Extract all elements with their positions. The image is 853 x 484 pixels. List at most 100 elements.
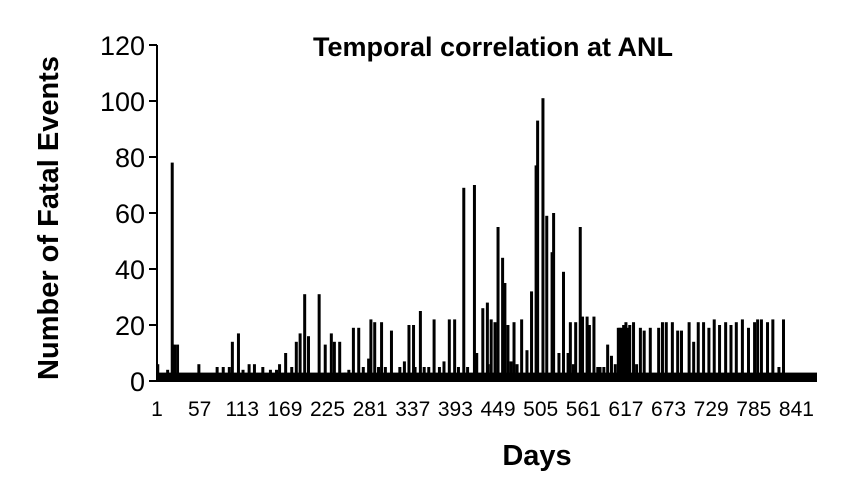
- bar: [771, 319, 775, 381]
- bar: [692, 341, 696, 381]
- x-tick-label: 169: [267, 398, 302, 421]
- bar: [481, 308, 485, 381]
- bar: [170, 162, 174, 381]
- bar: [598, 367, 602, 381]
- bar: [625, 327, 629, 381]
- bars: [156, 98, 817, 381]
- bar: [632, 322, 636, 381]
- bar: [303, 294, 307, 381]
- bar: [383, 367, 387, 381]
- bar: [777, 367, 781, 381]
- bar: [247, 364, 251, 381]
- bar: [413, 367, 417, 381]
- bar: [622, 325, 626, 381]
- bar: [261, 367, 265, 381]
- bar: [718, 325, 722, 381]
- bar: [520, 319, 524, 381]
- bar: [294, 341, 298, 381]
- bar: [402, 361, 406, 381]
- bar: [729, 325, 733, 381]
- bar: [657, 327, 661, 381]
- bar: [545, 215, 549, 381]
- y-tick-label: 80: [115, 143, 145, 173]
- bar: [602, 367, 606, 381]
- y-axis-label: Number of Fatal Events: [33, 56, 65, 380]
- x-tick-label: 785: [736, 398, 771, 421]
- bar: [616, 327, 620, 381]
- bar: [756, 319, 760, 381]
- bar: [347, 369, 351, 381]
- bar: [317, 294, 321, 381]
- bar: [515, 364, 519, 381]
- bar: [432, 319, 436, 381]
- bar: [486, 364, 490, 381]
- bar: [361, 367, 365, 381]
- bar: [496, 227, 500, 381]
- bar: [541, 98, 545, 381]
- bar: [660, 322, 664, 381]
- bar: [734, 322, 738, 381]
- bar: [485, 302, 489, 381]
- x-tick-label: 729: [694, 398, 729, 421]
- bar: [676, 330, 680, 381]
- y-tick-label: 100: [100, 87, 145, 117]
- x-tick-label: 617: [608, 398, 643, 421]
- x-tick-label: 673: [651, 398, 686, 421]
- y-tick-label: 0: [130, 367, 145, 397]
- bar: [369, 319, 373, 381]
- bar: [562, 271, 566, 381]
- bar: [173, 344, 177, 381]
- bar: [707, 327, 711, 381]
- bar: [493, 322, 497, 381]
- x-tick-label: 841: [779, 398, 814, 421]
- bar: [592, 316, 596, 381]
- bar: [241, 369, 245, 381]
- bar: [489, 319, 493, 381]
- x-tick-label: 225: [310, 398, 345, 421]
- bar: [380, 322, 384, 381]
- bar: [702, 322, 706, 381]
- bar: [221, 367, 225, 381]
- bar: [578, 227, 582, 381]
- bar: [268, 369, 272, 381]
- bar: [275, 369, 279, 381]
- bar: [581, 316, 585, 381]
- x-tick-label: 449: [481, 398, 516, 421]
- bar: [398, 367, 402, 381]
- bar: [585, 316, 589, 381]
- bar: [290, 367, 294, 381]
- bar: [740, 319, 744, 381]
- bar: [648, 327, 652, 381]
- x-tick-label: 505: [523, 398, 558, 421]
- bar: [596, 367, 600, 381]
- bar: [412, 325, 416, 381]
- bar: [298, 333, 302, 381]
- bar: [501, 257, 505, 381]
- bar: [503, 283, 507, 381]
- bar: [389, 330, 393, 381]
- bar: [453, 319, 457, 381]
- bar: [197, 364, 201, 381]
- bar: [338, 341, 342, 381]
- bar: [642, 330, 646, 381]
- bar: [332, 341, 336, 381]
- bar: [472, 185, 476, 381]
- bar: [557, 353, 561, 381]
- bar: [456, 367, 460, 381]
- bar: [442, 361, 446, 381]
- bar: [166, 369, 170, 381]
- bar: [574, 322, 578, 381]
- bar: [323, 344, 327, 381]
- bar: [176, 344, 180, 381]
- bar: [552, 213, 556, 381]
- bar: [306, 336, 310, 381]
- bar: [606, 344, 610, 381]
- bar: [638, 327, 642, 381]
- bar: [377, 367, 381, 381]
- y-tick-label: 20: [115, 311, 145, 341]
- x-tick-label: 57: [188, 398, 211, 421]
- bar: [534, 165, 538, 381]
- x-tick-label: 281: [353, 398, 388, 421]
- x-tick-label: 561: [566, 398, 601, 421]
